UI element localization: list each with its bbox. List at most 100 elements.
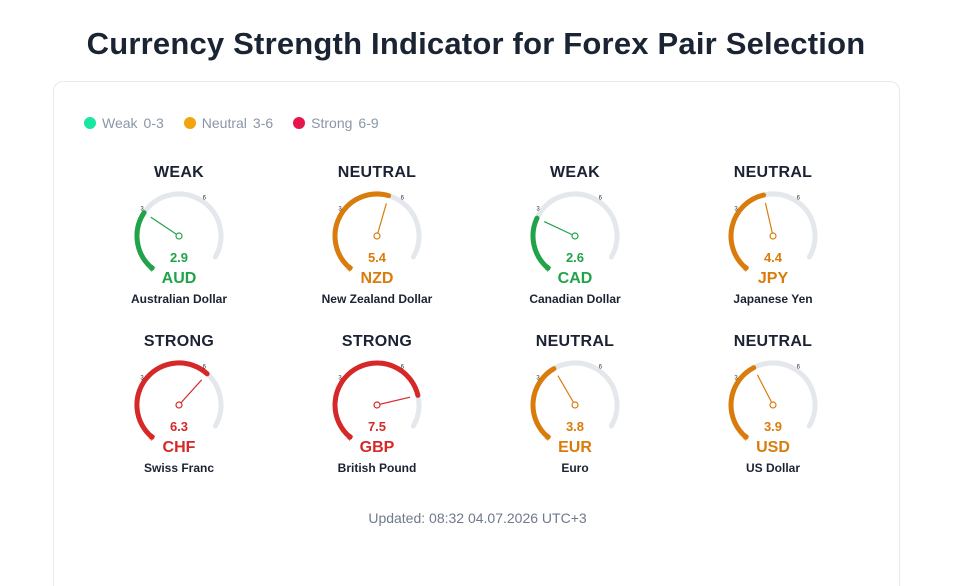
gauge-scale-label: 6 — [401, 365, 405, 371]
strong-dot-icon — [293, 117, 306, 129]
gauge-chf: STRONG 3 6 6.3 CHF Swiss Franc — [99, 333, 259, 493]
gauge-scale-label: 6 — [599, 365, 603, 371]
gauge-scale-label: 3 — [536, 207, 540, 213]
gauge-value: 4.4 — [763, 250, 783, 265]
gauge-fill — [728, 192, 767, 271]
gauge-tick — [150, 435, 156, 441]
gauge-tick — [744, 266, 750, 272]
gauge-scale-label: 3 — [734, 376, 738, 382]
gauge-value: 5.4 — [367, 250, 387, 265]
gauge-tick — [348, 266, 354, 272]
gauge-dial: 36 — [134, 191, 224, 272]
gauge-tick — [346, 433, 352, 439]
gauge-tick — [546, 266, 552, 272]
gauge-hub — [373, 401, 381, 409]
gauge-tick — [545, 434, 551, 440]
currency-name: US Dollar — [745, 461, 800, 475]
gauge-needle — [178, 379, 203, 406]
gauge-dial: 36 — [332, 360, 422, 441]
gauge-nzd: NEUTRAL 3 6 5.4 NZD New Zealand Dollar — [297, 164, 457, 324]
gauge-scale-label: 3 — [140, 207, 144, 213]
currency-name: Japanese Yen — [733, 292, 813, 306]
gauge-scale-label: 3 — [338, 376, 342, 382]
gauge-value: 2.9 — [169, 250, 189, 265]
currency-name: Australian Dollar — [130, 292, 228, 306]
gauge-fill — [332, 360, 421, 440]
gauge-aud: WEAK 3 6 2.9 AUD Australian Dollar — [99, 164, 259, 324]
gauge-tick — [544, 433, 550, 439]
weak-dot-icon — [84, 117, 96, 129]
currency-name: New Zealand Dollar — [321, 292, 433, 306]
gauge-scale-label: 3 — [140, 376, 144, 382]
legend-range-weak: 0-3 — [143, 115, 164, 131]
gauge-tick — [744, 435, 750, 441]
legend-item-neutral: Neutral 3-6 — [183, 115, 274, 131]
gauge-scale-label: 6 — [203, 365, 207, 371]
currency-code: CHF — [162, 439, 196, 456]
gauge-status-label: NEUTRAL — [337, 164, 417, 181]
gauge-dial: 36 — [728, 360, 818, 441]
gauge-tick — [149, 434, 155, 440]
gauge-status-label: STRONG — [143, 333, 215, 350]
currency-code: EUR — [558, 439, 592, 456]
gauge-tick — [544, 264, 550, 270]
gauge-tick — [545, 265, 551, 271]
gauge-tick — [743, 265, 749, 271]
gauge-status-label: WEAK — [549, 164, 601, 181]
gauge-fill — [530, 215, 551, 271]
currency-name: Swiss Franc — [143, 461, 215, 475]
legend-item-weak: Weak 0-3 — [84, 115, 164, 131]
gauge-tick — [347, 434, 353, 440]
legend-label-neutral: Neutral — [201, 115, 247, 131]
gauge-scale-label: 3 — [338, 207, 342, 213]
gauge-scale-label: 3 — [734, 207, 738, 213]
gauge-hub — [175, 401, 183, 409]
legend-range-neutral: 3-6 — [252, 115, 274, 131]
gauge-fill — [134, 360, 210, 440]
gauge-status-label: NEUTRAL — [733, 333, 813, 350]
gauge-needle — [557, 375, 576, 406]
gauge-tick — [743, 434, 749, 440]
legend: Weak 0-3 Neutral 3-6 Strong 6-9 — [84, 115, 379, 131]
legend-range-strong: 6-9 — [358, 115, 379, 131]
gauge-dial: 36 — [530, 360, 620, 441]
gauge-needle — [150, 216, 180, 237]
gauge-tick — [742, 264, 748, 270]
gauge-hub — [769, 401, 777, 409]
gauge-needle — [376, 396, 411, 406]
currency-code: USD — [756, 439, 790, 456]
gauge-hub — [175, 232, 183, 240]
indicator-card: Weak 0-3 Neutral 3-6 Strong 6-9 WEAK 3 6 2.… — [53, 81, 900, 586]
gauge-hub — [571, 232, 579, 240]
gauge-dial: 36 — [332, 191, 422, 272]
currency-code: NZD — [360, 270, 394, 287]
gauge-value: 6.3 — [169, 419, 189, 434]
gauge-fill — [332, 191, 392, 271]
gauge-tick — [148, 433, 154, 439]
gauge-tick — [348, 435, 354, 441]
gauge-needle — [764, 202, 774, 237]
gauge-scale-label: 6 — [203, 196, 207, 202]
gauge-tick — [150, 266, 156, 272]
gauge-status-label: NEUTRAL — [733, 164, 813, 181]
gauge-status-label: NEUTRAL — [535, 333, 615, 350]
gauge-gbp: STRONG 3 6 7.5 GBP British Pound — [297, 333, 457, 493]
gauge-hub — [571, 401, 579, 409]
gauge-dial: 36 — [134, 360, 224, 441]
gauge-scale-label: 6 — [797, 196, 801, 202]
currency-code: AUD — [161, 270, 197, 287]
gauge-tick — [742, 433, 748, 439]
gauge-tick — [346, 264, 352, 270]
gauge-tick — [546, 435, 552, 441]
gauge-hub — [769, 232, 777, 240]
gauge-status-label: WEAK — [153, 164, 205, 181]
gauge-scale-label: 3 — [536, 376, 540, 382]
gauge-cad: WEAK 3 6 2.6 CAD Canadian Dollar — [495, 164, 655, 324]
currency-name: British Pound — [337, 461, 417, 475]
gauge-value: 7.5 — [367, 419, 387, 434]
currency-name: Canadian Dollar — [529, 292, 621, 306]
gauge-needle — [756, 374, 774, 406]
gauge-value: 3.8 — [565, 419, 585, 434]
gauge-hub — [373, 232, 381, 240]
currency-code: JPY — [757, 270, 789, 287]
